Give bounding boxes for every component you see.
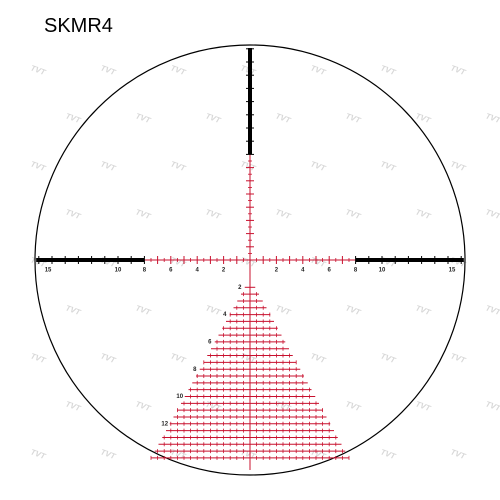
reticle: 15 10 8 6 4 2 2 4 6 8 10 15 2 4 6 8 10 12 bbox=[36, 48, 464, 470]
watermark: TVT bbox=[204, 303, 222, 317]
tree-label: 4 bbox=[223, 312, 227, 318]
axis-label: 15 bbox=[449, 268, 456, 274]
watermark: TVT bbox=[414, 207, 432, 221]
watermark: TVT bbox=[64, 111, 82, 125]
watermark: TVT bbox=[169, 351, 187, 365]
watermark: TVT bbox=[204, 207, 222, 221]
tree-label: 12 bbox=[161, 421, 168, 427]
tree-label: 8 bbox=[193, 367, 197, 373]
axis-label: 4 bbox=[196, 268, 200, 274]
watermark: TVT bbox=[64, 399, 82, 413]
watermark: TVT bbox=[134, 303, 152, 317]
watermark: TVT bbox=[29, 351, 47, 365]
watermark: TVT bbox=[169, 63, 187, 77]
axis-label: 8 bbox=[143, 268, 147, 274]
watermark: TVT bbox=[344, 303, 362, 317]
watermark: TVT bbox=[239, 255, 257, 269]
axis-label: 4 bbox=[301, 268, 305, 274]
axis-label: 10 bbox=[379, 268, 386, 274]
watermark: TVT bbox=[379, 351, 397, 365]
watermark: TVT bbox=[64, 207, 82, 221]
watermark: TVT bbox=[484, 111, 500, 125]
watermark: TVT bbox=[99, 447, 117, 461]
watermark: TVT bbox=[274, 207, 292, 221]
watermark: TVT bbox=[169, 159, 187, 173]
scope-circle bbox=[34, 44, 466, 476]
watermark: TVT bbox=[204, 399, 222, 413]
watermark: TVT bbox=[309, 255, 327, 269]
watermark: TVT bbox=[29, 159, 47, 173]
watermark: TVT bbox=[239, 159, 257, 173]
watermark: TVT bbox=[379, 447, 397, 461]
watermark: TVT bbox=[274, 303, 292, 317]
title: SKMR4 bbox=[44, 15, 113, 37]
watermark: TVT bbox=[414, 303, 432, 317]
axis-label: 6 bbox=[328, 268, 332, 274]
watermark: TVT bbox=[204, 111, 222, 125]
watermark: TVT bbox=[309, 447, 327, 461]
watermark: TVT bbox=[309, 159, 327, 173]
watermark: TVT bbox=[344, 207, 362, 221]
watermark: TVT bbox=[64, 303, 82, 317]
watermark: TVT bbox=[274, 111, 292, 125]
watermark: TVT bbox=[309, 351, 327, 365]
watermark: TVT bbox=[134, 399, 152, 413]
watermark: TVT bbox=[414, 111, 432, 125]
axis-label: 2 bbox=[222, 268, 226, 274]
watermark: TVT bbox=[484, 207, 500, 221]
watermark: TVT bbox=[449, 63, 467, 77]
watermark: TVT bbox=[449, 447, 467, 461]
watermark: TVT bbox=[484, 399, 500, 413]
watermark: TVT bbox=[239, 351, 257, 365]
tree-label: 6 bbox=[208, 339, 212, 345]
watermark: TVT bbox=[99, 63, 117, 77]
axis-label: 8 bbox=[354, 268, 358, 274]
axis-label: 6 bbox=[169, 268, 173, 274]
watermark: TVT bbox=[344, 399, 362, 413]
watermark: TVT bbox=[379, 63, 397, 77]
tree-label: 2 bbox=[238, 285, 242, 291]
watermark: TVT bbox=[29, 447, 47, 461]
watermark: TVT bbox=[379, 159, 397, 173]
axis-label: 2 bbox=[275, 268, 279, 274]
axis-label: 15 bbox=[45, 268, 52, 274]
watermark: TVT bbox=[134, 207, 152, 221]
watermark: TVT bbox=[29, 63, 47, 77]
axis-label: 10 bbox=[115, 268, 122, 274]
watermark: TVT bbox=[484, 303, 500, 317]
watermark: TVT bbox=[414, 399, 432, 413]
watermark: TVT bbox=[99, 351, 117, 365]
watermark: TVT bbox=[449, 351, 467, 365]
watermarks: TVT TVT TVT TVT TVT TVT TVT TVT TVT TVT TVT TVT TVT T… bbox=[29, 63, 500, 461]
watermark: TVT bbox=[449, 159, 467, 173]
watermark: TVT bbox=[344, 111, 362, 125]
watermark: TVT bbox=[309, 63, 327, 77]
watermark: TVT bbox=[169, 447, 187, 461]
watermark: TVT bbox=[99, 159, 117, 173]
watermark: TVT bbox=[239, 447, 257, 461]
tree-label: 10 bbox=[176, 394, 183, 400]
watermark: TVT bbox=[134, 111, 152, 125]
